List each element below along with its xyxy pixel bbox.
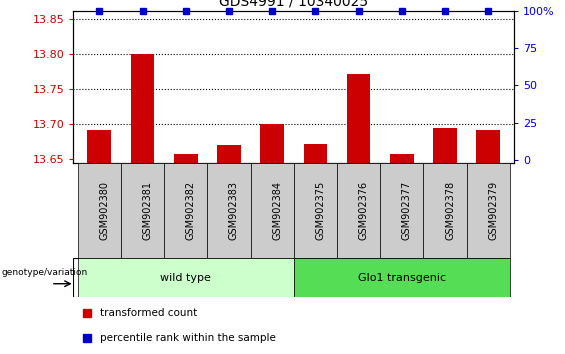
Bar	[260, 124, 284, 163]
Text: GSM902379: GSM902379	[488, 181, 498, 240]
Text: genotype/variation: genotype/variation	[2, 268, 88, 276]
Title: GDS4991 / 10340025: GDS4991 / 10340025	[219, 0, 368, 8]
Bar	[88, 130, 111, 163]
Bar	[207, 163, 251, 258]
Bar	[174, 154, 198, 163]
Bar	[131, 54, 154, 163]
Text: GSM902376: GSM902376	[359, 181, 368, 240]
Text: GSM902378: GSM902378	[445, 181, 455, 240]
Bar	[423, 163, 467, 258]
Bar	[347, 74, 371, 163]
Bar	[467, 163, 510, 258]
Text: GSM902384: GSM902384	[272, 181, 282, 240]
Bar	[303, 144, 327, 163]
Bar	[217, 145, 241, 163]
Text: GSM902380: GSM902380	[99, 181, 110, 240]
Bar	[476, 130, 500, 163]
Bar	[433, 128, 457, 163]
Bar	[78, 258, 294, 297]
Text: GSM902377: GSM902377	[402, 181, 412, 240]
Bar	[251, 163, 294, 258]
Text: GSM902383: GSM902383	[229, 181, 239, 240]
Text: percentile rank within the sample: percentile rank within the sample	[100, 333, 276, 343]
Bar	[337, 163, 380, 258]
Text: Glo1 transgenic: Glo1 transgenic	[358, 273, 446, 283]
Text: GSM902381: GSM902381	[142, 181, 153, 240]
Text: GSM902375: GSM902375	[315, 181, 325, 240]
Bar	[294, 163, 337, 258]
Bar	[164, 163, 207, 258]
Text: transformed count: transformed count	[100, 308, 197, 318]
Bar	[121, 163, 164, 258]
Text: wild type: wild type	[160, 273, 211, 283]
Bar	[380, 163, 423, 258]
Bar	[294, 258, 510, 297]
Bar	[78, 163, 121, 258]
Bar	[390, 154, 414, 163]
Text: GSM902382: GSM902382	[186, 181, 196, 240]
